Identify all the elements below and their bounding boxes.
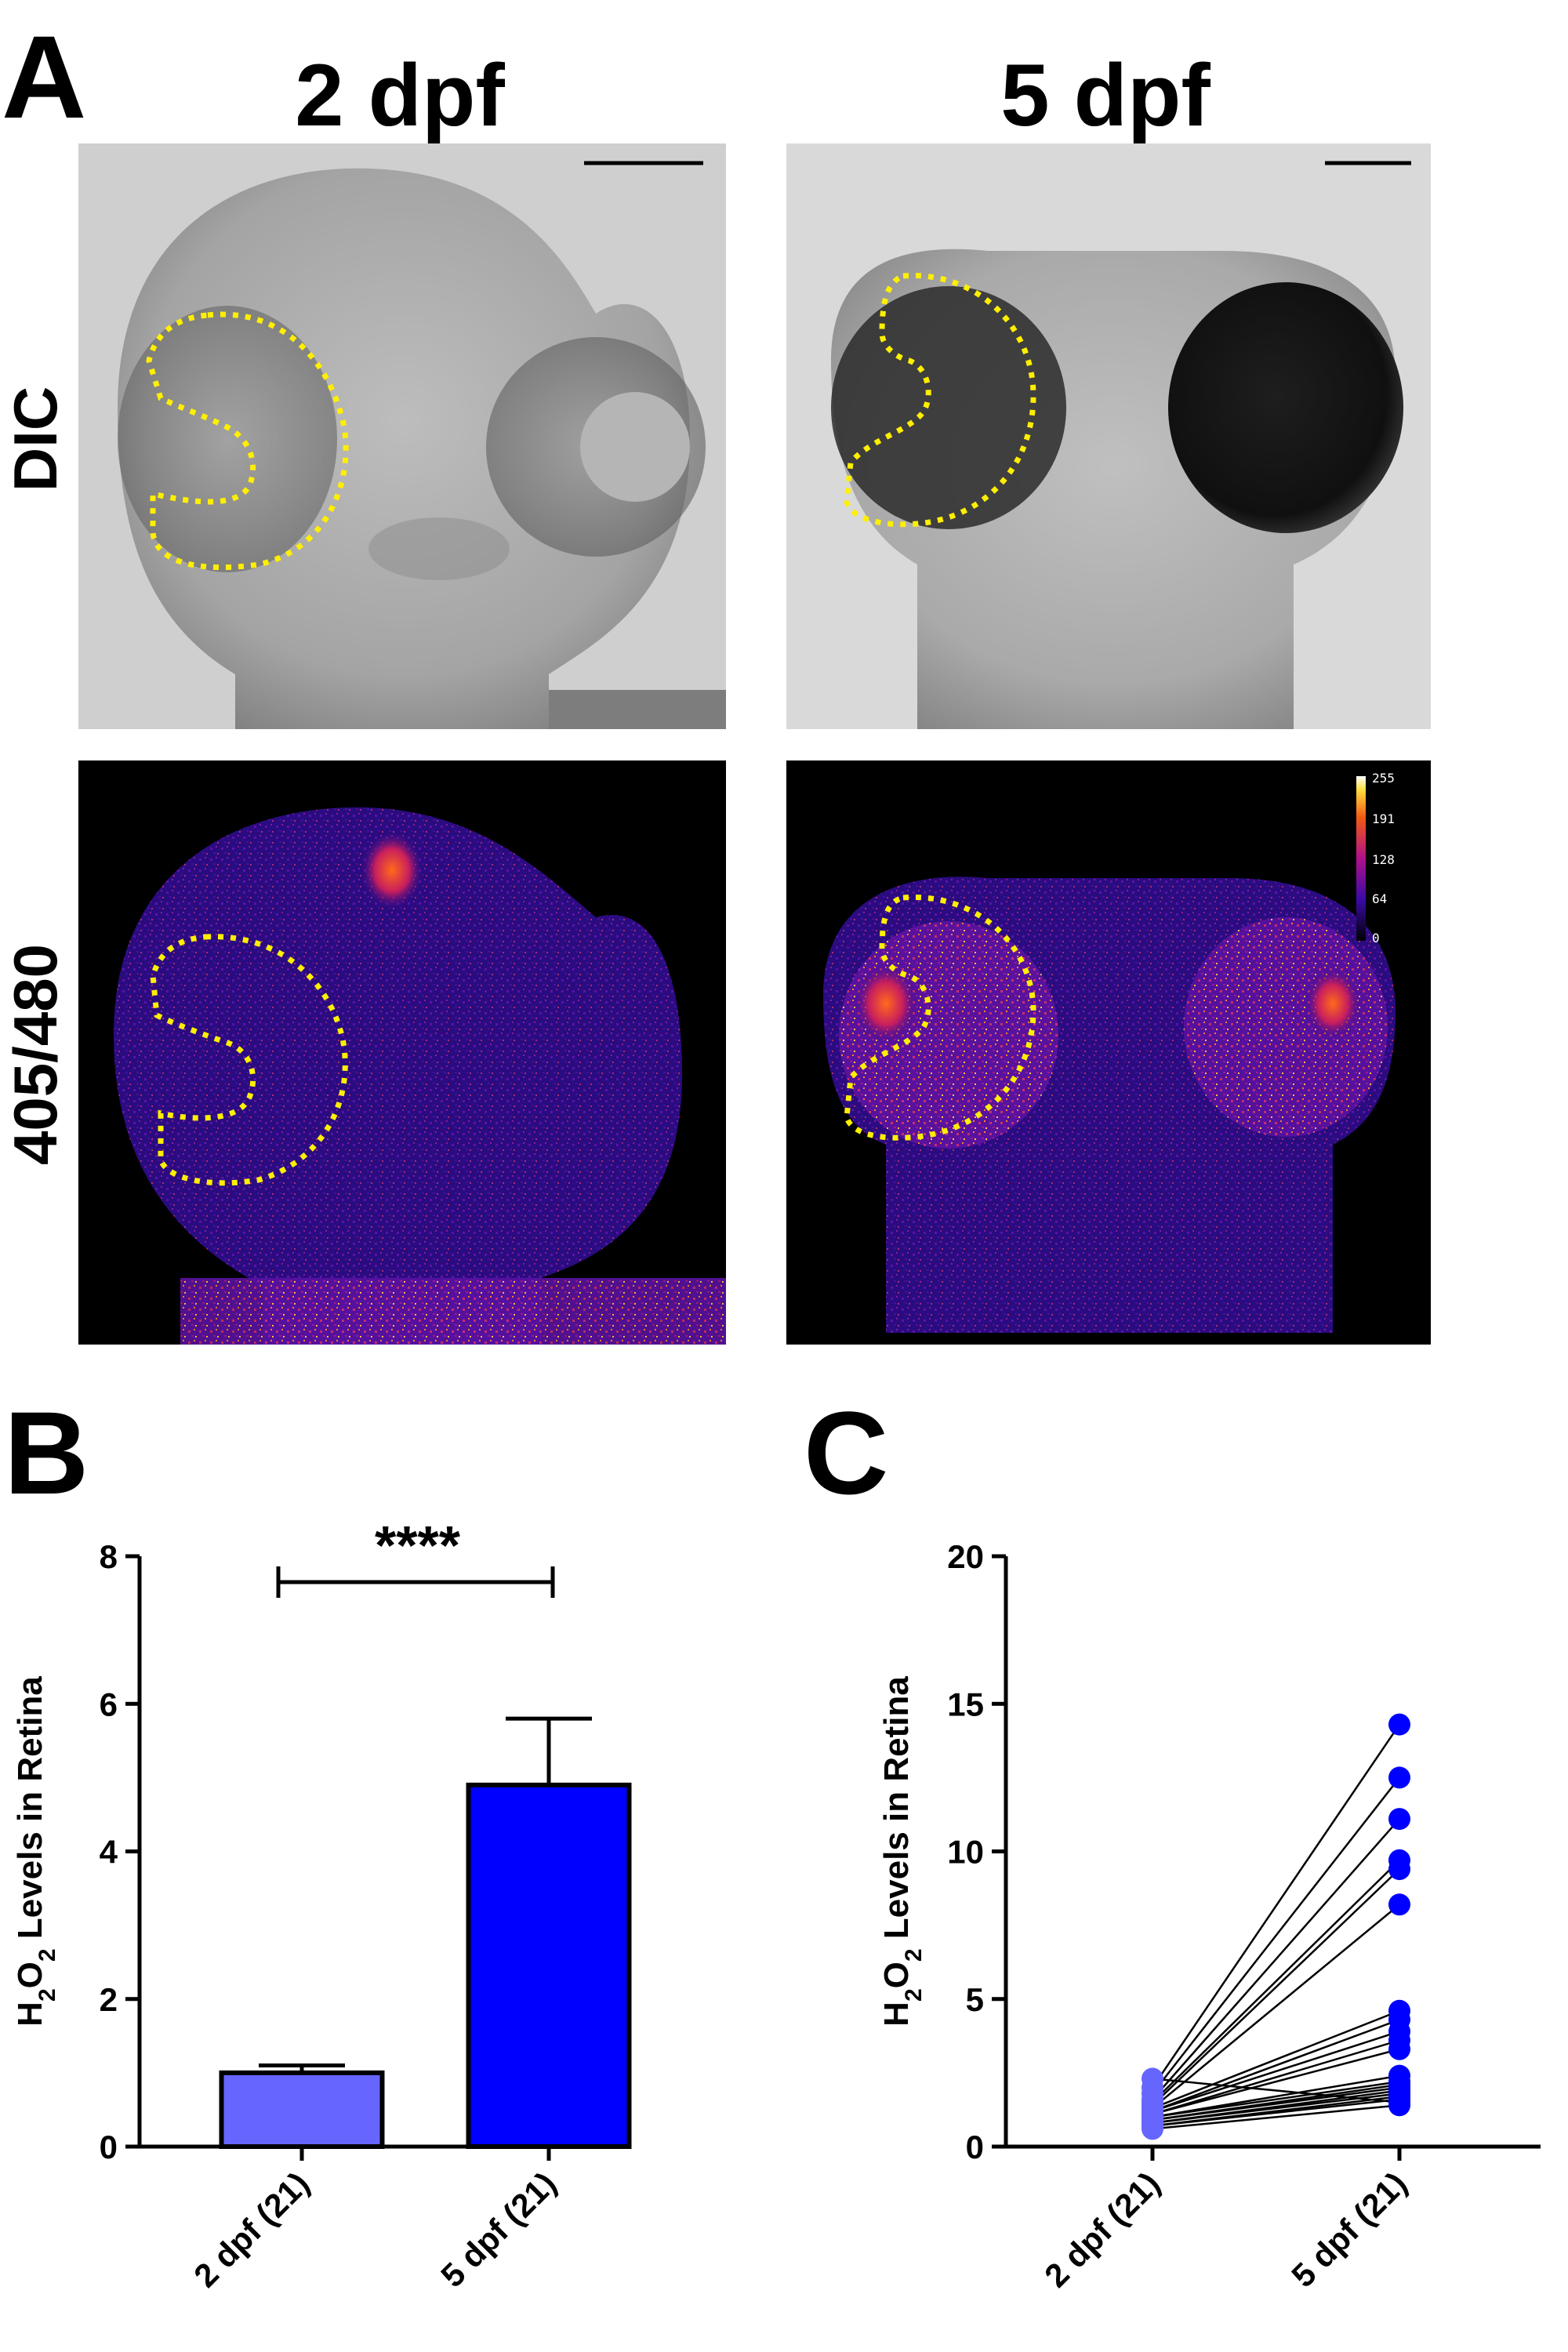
y-tick-label: 5: [966, 1981, 984, 2018]
colorbar-tick-128: 128: [1372, 852, 1395, 867]
y-axis-label: H2O2 Levels in Retina: [877, 1676, 927, 2027]
pair-line: [1152, 2074, 1400, 2118]
point-5dpf: [1388, 1766, 1410, 1789]
pair-line: [1152, 2083, 1400, 2122]
row-label-dic: DIC: [1, 387, 70, 492]
point-5dpf: [1388, 1713, 1410, 1736]
colorbar-tick-191: 191: [1372, 811, 1395, 826]
y-axis-label: H2O2 Levels in Retina: [11, 1676, 60, 2027]
y-tick-label: 8: [100, 1538, 118, 1575]
row-label-405-480: 405/480: [1, 944, 70, 1165]
x-tick-label: 2 dpf (21): [1037, 2165, 1167, 2294]
point-5dpf: [1388, 1808, 1410, 1831]
colorbar-tick-64: 64: [1372, 891, 1387, 906]
significance-label: ****: [375, 1515, 461, 1576]
panel-b-marks: ****: [219, 1515, 632, 2150]
bar: [466, 1782, 632, 2150]
pair-line: [1152, 1859, 1400, 2103]
pair-line: [1152, 2095, 1400, 2127]
y-tick-label: 0: [100, 2129, 118, 2165]
y-tick-label: 15: [947, 1686, 984, 1722]
pair-line: [1152, 1777, 1400, 2094]
column-title-5dpf: 5 dpf: [1000, 46, 1210, 144]
pair-line: [1152, 2009, 1400, 2110]
pair-line: [1151, 1723, 1401, 2089]
pair-line: [1152, 2039, 1400, 2115]
y-tick-label: 20: [947, 1538, 984, 1575]
pair-line: [1152, 2030, 1400, 2113]
x-tick-label: 5 dpf (21): [1284, 2165, 1414, 2294]
pair-line: [1152, 2048, 1400, 2115]
panel-c-marks: [1142, 1713, 1410, 2140]
panel-b-bar-chart: B 0 2 4 6 8 2 dpf (21) 5 dpf (21) H2O2 Levels i…: [4, 1387, 632, 2294]
x-tick-label: 2 dpf (21): [187, 2165, 316, 2294]
pair-line: [1152, 2018, 1400, 2112]
pair-line: [1152, 2089, 1400, 2125]
panel-c-axes: 0 5 10 15 20 2 dpf (21) 5 dpf (21) H2O2 Levels …: [877, 1538, 1541, 2294]
y-tick-label: 2: [100, 1981, 118, 2018]
point-5dpf: [1388, 1999, 1410, 2022]
ratio-image-2dpf: [78, 760, 726, 1345]
pair-line: [1152, 1818, 1400, 2100]
pair-line: [1152, 2078, 1400, 2103]
panel-c-paired-plot: C 0 5 10 15 20 2 dpf (21) 5 dpf (21) H2O2 Level…: [804, 1387, 1541, 2294]
pair-line: [1152, 2104, 1400, 2130]
column-title-2dpf: 2 dpf: [295, 46, 505, 144]
y-tick-label: 10: [947, 1834, 984, 1871]
colorbar: 255 191 128 64 0: [1356, 771, 1395, 946]
pair-line: [1152, 1904, 1400, 2110]
panel-c-letter: C: [804, 1387, 888, 1519]
point-5dpf: [1388, 2091, 1410, 2114]
y-tick-label: 0: [966, 2129, 984, 2165]
y-tick-label: 4: [100, 1834, 118, 1871]
point-5dpf: [1388, 2064, 1410, 2087]
point-5dpf: [1388, 1893, 1410, 1916]
panel-b-letter: B: [4, 1387, 89, 1519]
point-2dpf: [1142, 2067, 1163, 2090]
panel-a-letter: A: [2, 11, 86, 143]
ratio-image-5dpf: 255 191 128 64 0: [786, 760, 1431, 1345]
y-tick-label: 6: [100, 1686, 118, 1722]
colorbar-tick-255: 255: [1372, 771, 1395, 786]
panel-a: A 2 dpf 5 dpf DIC 405/480: [1, 11, 1431, 1345]
dic-image-5dpf: [786, 143, 1431, 729]
dic-image-2dpf: [78, 143, 726, 730]
pair-line: [1152, 1868, 1400, 2107]
bar: [219, 2070, 385, 2149]
colorbar-tick-0: 0: [1372, 931, 1380, 946]
x-tick-label: 5 dpf (21): [434, 2165, 563, 2294]
point-5dpf: [1388, 1849, 1410, 1871]
